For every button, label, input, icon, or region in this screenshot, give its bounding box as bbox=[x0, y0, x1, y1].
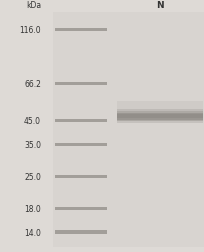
Text: 116.0: 116.0 bbox=[19, 26, 41, 35]
Bar bbox=[55, 29, 106, 32]
Text: kDa: kDa bbox=[26, 1, 41, 10]
Bar bbox=[116, 102, 202, 112]
Text: 18.0: 18.0 bbox=[24, 204, 41, 213]
Bar bbox=[55, 143, 106, 146]
Bar bbox=[55, 175, 106, 178]
Text: N: N bbox=[155, 1, 163, 10]
Text: 66.2: 66.2 bbox=[24, 80, 41, 88]
Bar bbox=[116, 113, 202, 120]
Bar bbox=[116, 111, 202, 122]
Bar bbox=[116, 110, 202, 124]
Bar bbox=[116, 115, 202, 119]
Bar bbox=[55, 83, 106, 85]
Text: 35.0: 35.0 bbox=[24, 140, 41, 149]
Bar bbox=[55, 119, 106, 122]
Bar bbox=[53, 13, 204, 247]
Text: 14.0: 14.0 bbox=[24, 228, 41, 237]
Bar bbox=[55, 207, 106, 210]
Text: 25.0: 25.0 bbox=[24, 172, 41, 181]
Text: 45.0: 45.0 bbox=[24, 116, 41, 125]
Bar bbox=[55, 231, 106, 234]
